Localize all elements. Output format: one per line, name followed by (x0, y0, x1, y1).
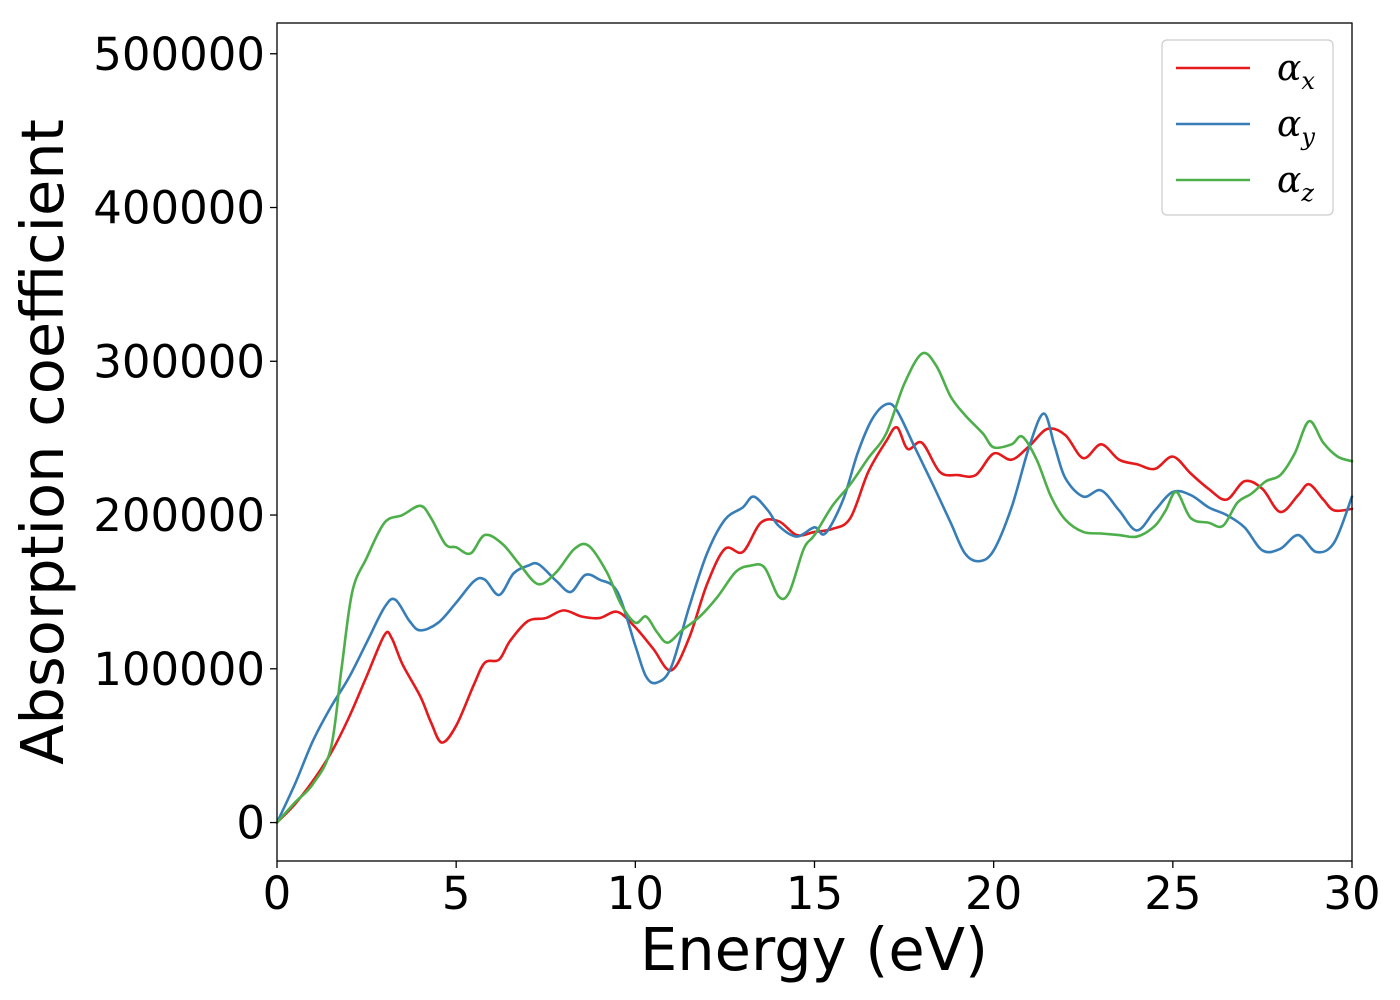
legend-box (1161, 39, 1334, 216)
x-tick-label: 30 (1323, 867, 1380, 920)
x-axis-title: Energy (eV) (640, 915, 988, 984)
x-tick-label: 5 (442, 867, 471, 920)
legend-label-y: αy (1277, 104, 1315, 151)
lines-layer (275, 351, 1354, 824)
x-tick-label: 0 (263, 867, 292, 920)
x-tick-label: 10 (607, 867, 664, 920)
x-tick-label: 25 (1144, 867, 1201, 920)
y-tick-label: 500000 (93, 28, 265, 81)
y-tick-label: 0 (236, 797, 265, 850)
x-tick-label: 20 (965, 867, 1022, 920)
y-tick-label: 100000 (93, 643, 265, 696)
x-axis: 0 5 10 15 20 25 30 (263, 861, 1381, 920)
y-axis: 0 100000 200000 300000 400000 500000 (93, 28, 277, 850)
series-line-y (275, 402, 1354, 824)
legend: αx αy αz (1161, 39, 1334, 216)
legend-label-z: αz (1277, 160, 1314, 207)
legend-label-x: αx (1277, 48, 1315, 95)
y-axis-title: Absorption coefficient (8, 119, 77, 765)
y-tick-label: 200000 (93, 489, 265, 542)
x-tick-label: 15 (786, 867, 843, 920)
y-tick-label: 400000 (93, 182, 265, 235)
y-tick-label: 300000 (93, 335, 265, 388)
series-line-x (275, 426, 1354, 824)
series-line-z (275, 351, 1354, 824)
